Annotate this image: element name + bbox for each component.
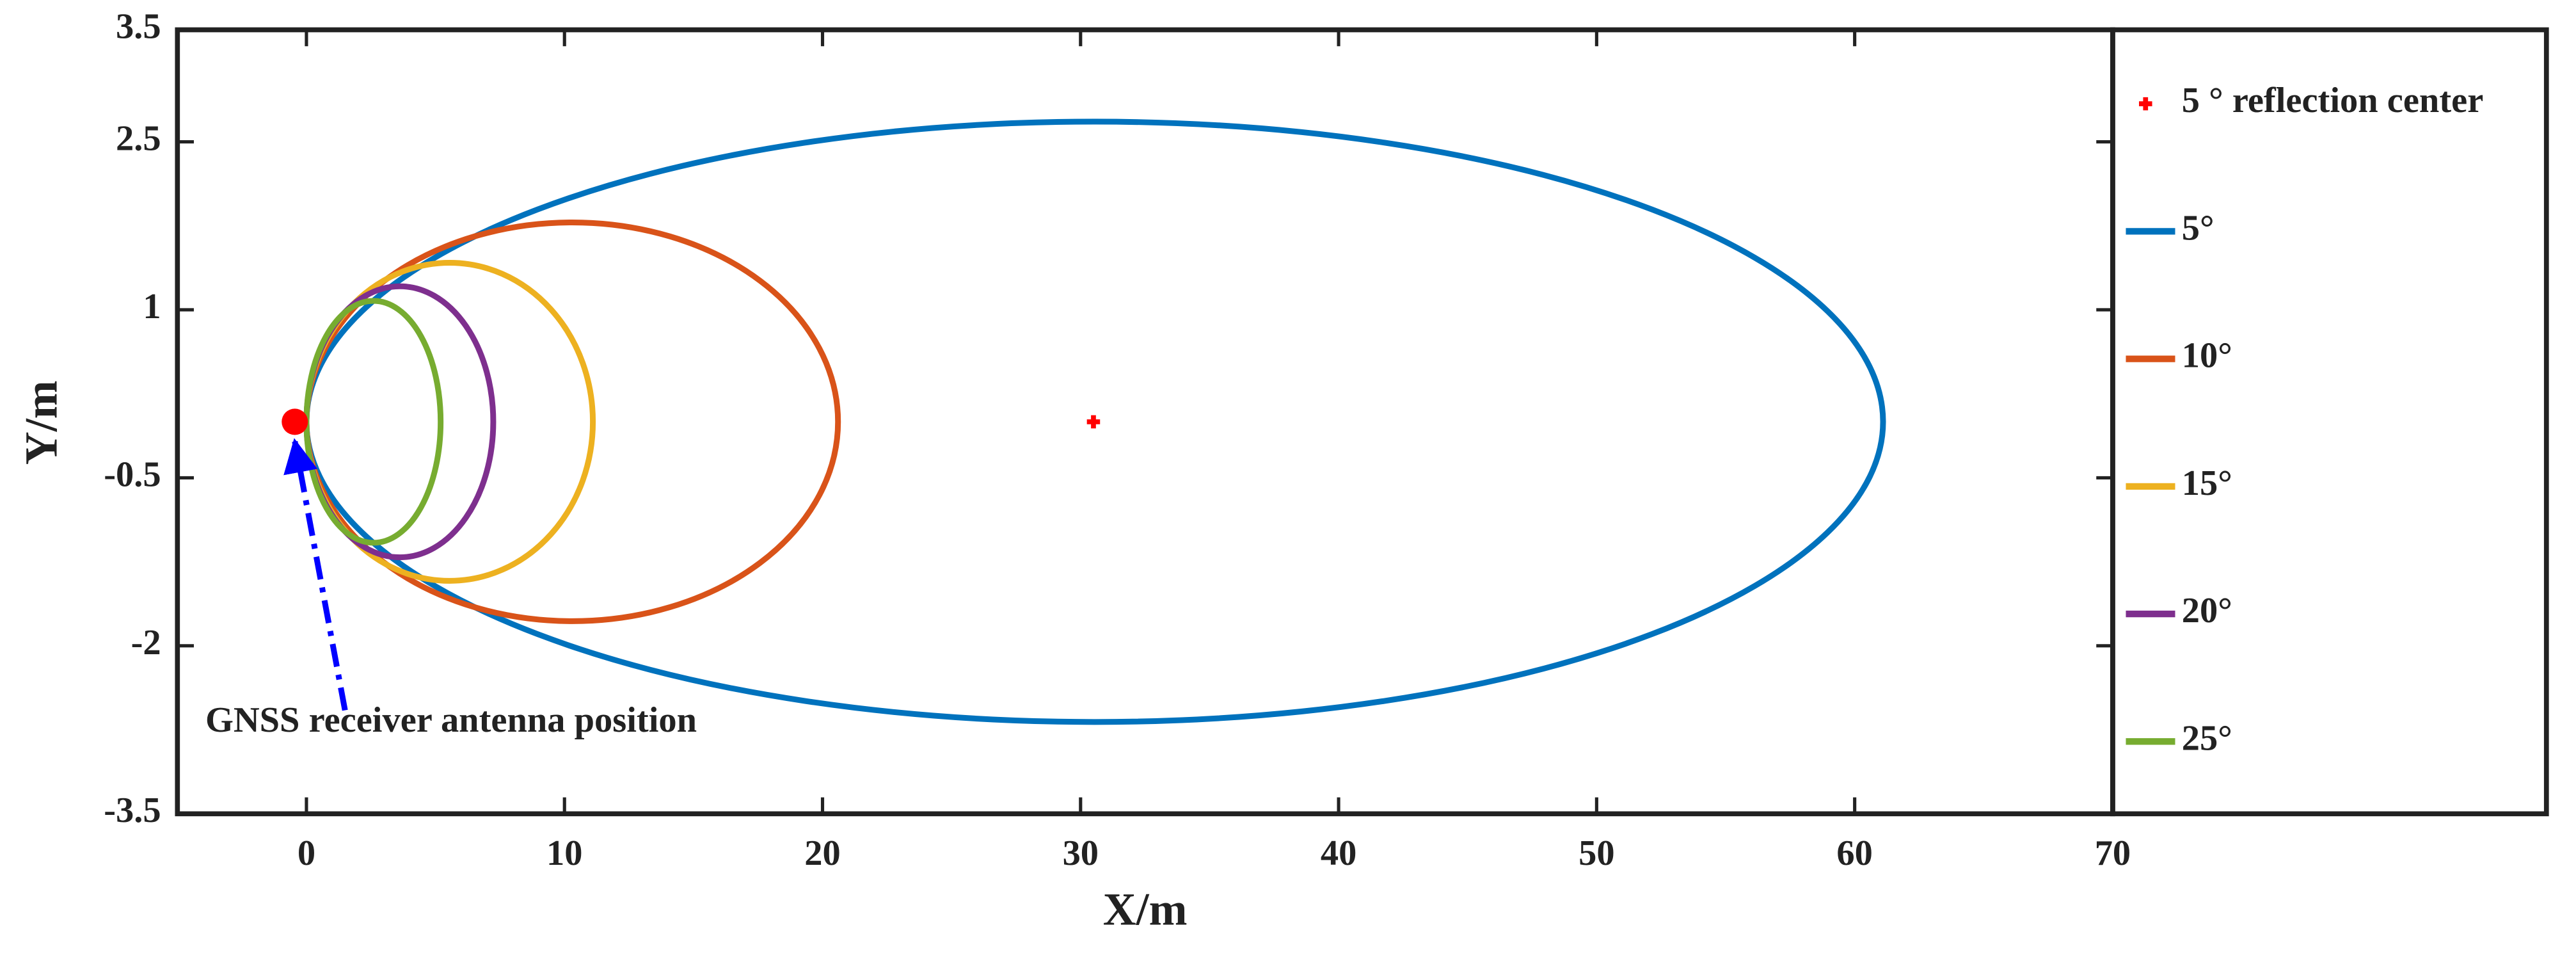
y-axis-label: Y/m (15, 380, 67, 465)
legend-label: 25° (2182, 718, 2232, 758)
y-tick-label: -2 (131, 623, 161, 663)
x-tick-label: 70 (2095, 833, 2131, 873)
antenna-point (282, 408, 308, 435)
x-tick-label: 20 (804, 833, 840, 873)
y-tick-label: -0.5 (104, 454, 161, 494)
annotation-text: GNSS receiver antenna position (205, 700, 697, 740)
x-tick-label: 40 (1321, 833, 1356, 873)
y-tick-label: 2.5 (116, 118, 161, 158)
x-axis-label: X/m (1103, 883, 1188, 935)
x-tick-label: 10 (546, 833, 582, 873)
annotation-arrow (283, 438, 348, 711)
legend-label: 20° (2182, 591, 2232, 631)
legend-label: 15° (2182, 463, 2232, 503)
x-tick-label: 0 (298, 833, 315, 873)
legend-label: 5° (2182, 208, 2214, 248)
legend-label: 5 ° reflection center (2182, 81, 2484, 120)
legend-box (2110, 27, 2549, 817)
x-tick-label: 60 (1836, 833, 1872, 873)
legend-marker (2139, 97, 2152, 111)
y-tick-label: 1 (143, 287, 161, 326)
x-tick-label: 50 (1578, 833, 1614, 873)
x-tick-label: 30 (1063, 833, 1099, 873)
reflection-center (1086, 415, 1101, 429)
y-tick-label: -3.5 (104, 791, 161, 830)
plot-frame (175, 27, 2115, 817)
y-tick-label: 3.5 (116, 7, 161, 47)
legend-label: 10° (2182, 336, 2232, 376)
zone-ellipse (303, 298, 444, 546)
